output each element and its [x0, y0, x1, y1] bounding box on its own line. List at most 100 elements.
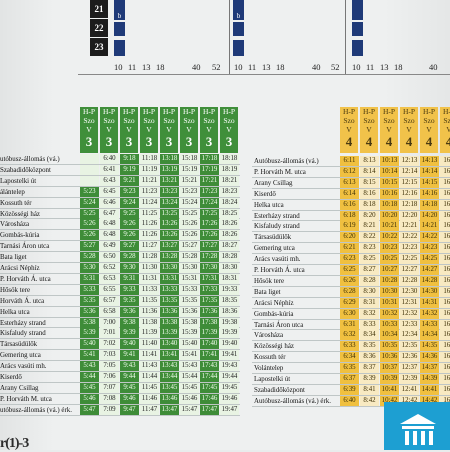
- row-divider: [0, 305, 240, 307]
- row-divider: [252, 187, 450, 189]
- stop-name: Arács vasúti mh.: [254, 256, 301, 264]
- departure-bar: [233, 40, 244, 56]
- departure-time: 17:18: [200, 154, 219, 164]
- departure-time: 8:15: [360, 177, 379, 188]
- departure-time: 11:26: [140, 219, 159, 230]
- departure-time: 5:35: [80, 295, 99, 306]
- departure-time: 18:21: [220, 175, 239, 186]
- departure-time: 5:26: [80, 219, 99, 230]
- row-divider: [0, 316, 240, 318]
- departure-time: 12:30: [400, 286, 419, 297]
- departure-time: 19:44: [220, 372, 239, 382]
- departure-time: 10:33: [380, 319, 399, 330]
- departure-time: 16:3: [440, 341, 450, 352]
- departure-time: 10:16: [380, 188, 399, 199]
- column-days: H-P: [382, 107, 396, 116]
- departure-time: 13:33: [160, 284, 179, 295]
- departure-time: 17:40: [200, 339, 219, 350]
- departure-time: 6:13: [340, 177, 359, 188]
- departure-time: 14:36: [420, 352, 439, 363]
- departure-time: 17:38: [200, 317, 219, 328]
- departure-time: 16:4: [440, 395, 450, 406]
- departure-time: 14:30: [420, 286, 439, 297]
- stop-name: P. Horváth Á. utca: [0, 275, 51, 283]
- departure-time: 15:28: [180, 252, 199, 263]
- departure-time: 6:19: [340, 221, 359, 232]
- departure-time: 11:38: [140, 317, 159, 328]
- departure-time: 10:22: [380, 232, 399, 243]
- departure-time: 13:26: [160, 230, 179, 241]
- departure-time: 8:13: [360, 156, 379, 166]
- route-number: 4: [445, 134, 450, 149]
- departure-time: 11:44: [140, 372, 159, 382]
- departure-time: 16:1: [440, 156, 450, 166]
- column-day-line: Szo: [203, 116, 215, 125]
- stop-name: Helka utca: [0, 308, 30, 316]
- departure-time: 18:24: [220, 197, 239, 208]
- departure-time: 9:19: [120, 164, 139, 175]
- departure-time: 18:23: [220, 186, 239, 197]
- departure-time: 14:18: [420, 199, 439, 210]
- departure-time: 8:21: [360, 221, 379, 232]
- departure-time: 14:31: [420, 297, 439, 308]
- departure-time: [80, 164, 99, 175]
- departure-time: 13:19: [160, 164, 179, 175]
- departure-time: 18:31: [220, 273, 239, 284]
- row-divider: [252, 318, 450, 320]
- departure-time: 6:25: [340, 265, 359, 275]
- row-divider: [0, 414, 240, 416]
- departure-time: 8:32: [360, 308, 379, 319]
- departure-time: 12:25: [400, 254, 419, 265]
- stop-name: Kisfaludy strand: [0, 330, 46, 338]
- departure-time: 6:26: [340, 275, 359, 286]
- departure-time: 9:28: [120, 252, 139, 263]
- departure-time: 9:36: [120, 306, 139, 317]
- column-day-line: Szo: [443, 116, 450, 125]
- departure-time: 6:20: [340, 232, 359, 243]
- departure-time: 13:31: [160, 273, 179, 284]
- departure-time: 9:18: [120, 154, 139, 164]
- column-days: H-P: [82, 107, 96, 116]
- departure-time: 5:39: [80, 328, 99, 339]
- column-header: H-P Szo V 3: [100, 107, 118, 153]
- departure-time: 17:45: [200, 382, 219, 393]
- departure-time: 14:14: [420, 166, 439, 177]
- departure-time: 14:32: [420, 308, 439, 319]
- departure-time: 14:33: [420, 319, 439, 330]
- departure-time: 7:08: [100, 393, 119, 404]
- row-divider: [252, 373, 450, 374]
- departure-time: 8:16: [360, 188, 379, 199]
- departure-time: 17:27: [200, 241, 219, 252]
- departure-time: 6:29: [340, 297, 359, 308]
- departure-time: 16:2: [440, 232, 450, 243]
- row-divider: [0, 349, 240, 351]
- row-divider: [252, 329, 450, 331]
- row-divider: [252, 351, 450, 353]
- column-day-line: V: [206, 125, 212, 134]
- departure-time: 14:35: [420, 341, 439, 352]
- departure-time: 13:25: [160, 208, 179, 219]
- departure-time: 6:43: [100, 175, 119, 186]
- departure-time: 6:21: [340, 243, 359, 254]
- column-day-line: Szo: [423, 116, 435, 125]
- departure-time: 10:34: [380, 330, 399, 341]
- departure-time: 18:19: [220, 164, 239, 175]
- departure-time: 12:33: [400, 319, 419, 330]
- departure-time: 13:44: [160, 372, 179, 382]
- departure-time: 11:41: [140, 350, 159, 361]
- hour-column: 21 22 23: [90, 0, 108, 57]
- stop-name: Gemering utca: [0, 352, 41, 360]
- stop-name: Közösségi ház: [0, 210, 40, 218]
- departure-time: 8:31: [360, 297, 379, 308]
- departure-time: 8:33: [360, 319, 379, 330]
- departure-bar: [352, 0, 363, 20]
- departure-time: 15:30: [180, 263, 199, 273]
- departure-time: 16:1: [440, 166, 450, 177]
- departure-time: 16:3: [440, 319, 450, 330]
- departure-time: 16:2: [440, 210, 450, 221]
- departure-time: 14:20: [420, 210, 439, 221]
- departure-bar: [114, 40, 125, 56]
- departure-time: 13:26: [160, 219, 179, 230]
